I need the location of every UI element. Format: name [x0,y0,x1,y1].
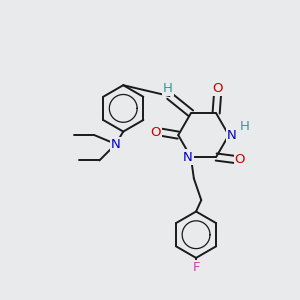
Text: N: N [227,129,237,142]
Text: N: N [111,138,121,151]
Text: H: H [239,120,249,133]
Text: O: O [150,126,161,139]
Text: F: F [192,262,200,275]
Text: O: O [235,153,245,166]
Text: N: N [183,151,193,164]
Text: O: O [212,82,223,95]
Text: H: H [163,82,173,95]
